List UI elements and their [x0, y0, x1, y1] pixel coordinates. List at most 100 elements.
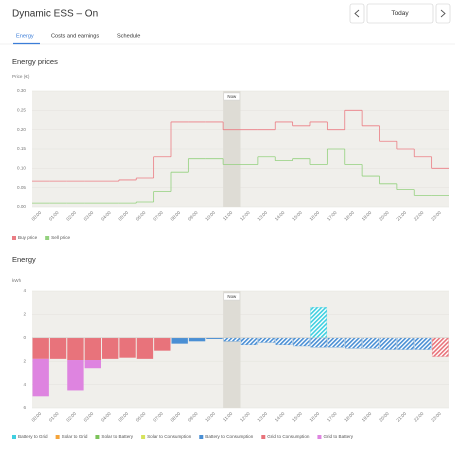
legend-label[interactable]: Battery to Consumption	[205, 434, 253, 439]
x-tick-label: 23:00	[430, 411, 442, 423]
legend-swatch[interactable]	[12, 236, 16, 240]
x-tick-label: 13:00	[256, 210, 268, 222]
y-tick-label: 0.00	[17, 204, 26, 209]
energy-bar	[310, 337, 328, 348]
energy-bar	[67, 360, 84, 391]
x-tick-label: 20:00	[378, 411, 390, 423]
now-label: Now	[227, 94, 237, 99]
y-tick-label: 4	[23, 382, 26, 387]
x-tick-label: 00:00	[31, 210, 43, 222]
energy-bar	[84, 360, 101, 369]
energy-bar	[240, 337, 258, 345]
x-tick-label: 05:00	[117, 411, 129, 423]
x-tick-label: 23:00	[430, 210, 442, 222]
x-tick-label: 03:00	[83, 210, 95, 222]
x-tick-label: 16:00	[309, 411, 321, 423]
y-axis-label: kWh	[12, 278, 22, 283]
x-tick-label: 20:00	[378, 210, 390, 222]
today-button[interactable]	[366, 3, 434, 24]
y-tick-label: 4	[23, 288, 26, 293]
now-label: Now	[227, 294, 237, 299]
energy-bar	[171, 337, 188, 344]
x-tick-label: 07:00	[152, 210, 164, 222]
energy-bar	[275, 337, 293, 345]
next-icon	[440, 9, 446, 18]
legend-label[interactable]: Grid to Battery	[323, 434, 353, 439]
energy-bar	[223, 337, 241, 342]
legend-label[interactable]: Buy price	[18, 235, 38, 240]
energy-bar	[431, 337, 449, 357]
x-tick-label: 05:00	[117, 210, 129, 222]
x-tick-label: 21:00	[395, 210, 407, 222]
y-tick-label: 2	[23, 312, 26, 317]
prev-day-button[interactable]	[349, 3, 365, 24]
legend-swatch[interactable]	[45, 236, 50, 240]
x-tick-label: 07:00	[152, 411, 164, 423]
legend-label[interactable]: Grid to Consumption	[267, 434, 310, 439]
legend-swatch[interactable]	[55, 435, 60, 439]
x-tick-label: 15:00	[291, 411, 303, 423]
x-tick-label: 08:00	[170, 210, 182, 222]
x-tick-label: 16:00	[309, 210, 321, 222]
y-tick-label: 0.10	[17, 166, 26, 171]
x-tick-label: 19:00	[361, 210, 373, 222]
energy-bar	[414, 337, 432, 350]
x-tick-label: 21:00	[395, 411, 407, 423]
x-tick-label: 04:00	[100, 210, 112, 222]
x-tick-label: 12:00	[239, 210, 251, 222]
x-tick-label: 06:00	[135, 411, 147, 423]
legend-swatch[interactable]	[95, 435, 100, 439]
tab-costs[interactable]: Costs and earnings	[51, 33, 99, 39]
tab-energy[interactable]: Energy	[16, 33, 34, 39]
section-title: Energy	[12, 255, 36, 264]
legend-label[interactable]: Solar to Consumption	[147, 434, 192, 439]
energy-bar	[32, 337, 49, 359]
y-axis-label: Price (€)	[12, 74, 30, 79]
x-tick-label: 06:00	[135, 210, 147, 222]
x-tick-label: 14:00	[274, 411, 286, 423]
energy-bar	[327, 337, 345, 348]
x-tick-label: 11:00	[222, 411, 234, 423]
x-tick-label: 22:00	[413, 411, 425, 423]
energy-bar	[154, 337, 171, 351]
energy-bar	[258, 337, 275, 343]
x-tick-label: 15:00	[291, 210, 303, 222]
legend-label[interactable]: Sell price	[51, 235, 70, 240]
prev-icon	[354, 9, 360, 18]
x-tick-label: 17:00	[326, 210, 338, 222]
energy-bar	[49, 337, 67, 359]
x-tick-label: 00:00	[31, 411, 43, 423]
energy-bar	[345, 337, 362, 349]
x-tick-label: 02:00	[65, 210, 77, 222]
tab-schedule[interactable]: Schedule	[117, 33, 140, 39]
y-tick-label: 2	[23, 358, 26, 363]
legend-swatch[interactable]	[199, 435, 204, 439]
y-tick-label: 0.05	[17, 185, 26, 190]
x-tick-label: 03:00	[83, 411, 95, 423]
x-tick-label: 18:00	[343, 411, 355, 423]
y-tick-label: 0.30	[17, 88, 26, 93]
legend-swatch[interactable]	[317, 435, 322, 439]
legend-label[interactable]: Solar to Grid	[62, 434, 88, 439]
legend-swatch[interactable]	[141, 435, 146, 439]
x-tick-label: 10:00	[204, 411, 216, 423]
now-label-box	[223, 92, 241, 101]
now-band	[223, 291, 241, 408]
x-tick-label: 17:00	[326, 411, 338, 423]
legend-label[interactable]: Battery to Grid	[18, 434, 48, 439]
x-tick-label: 19:00	[361, 411, 373, 423]
legend-swatch[interactable]	[12, 435, 16, 439]
legend-label[interactable]: Solar to Battery	[101, 434, 133, 439]
y-tick-label: 0.25	[17, 108, 26, 113]
energy-bar	[379, 337, 397, 350]
legend-swatch[interactable]	[261, 435, 266, 439]
x-tick-label: 22:00	[413, 210, 425, 222]
x-tick-label: 09:00	[187, 411, 199, 423]
energy-bar	[397, 337, 414, 350]
next-day-button[interactable]	[435, 3, 451, 24]
energy-bar	[119, 337, 136, 358]
x-tick-label: 12:00	[239, 411, 251, 423]
y-tick-label: 6	[23, 405, 26, 410]
x-tick-label: 14:00	[274, 210, 286, 222]
section-title: Energy prices	[12, 57, 58, 66]
